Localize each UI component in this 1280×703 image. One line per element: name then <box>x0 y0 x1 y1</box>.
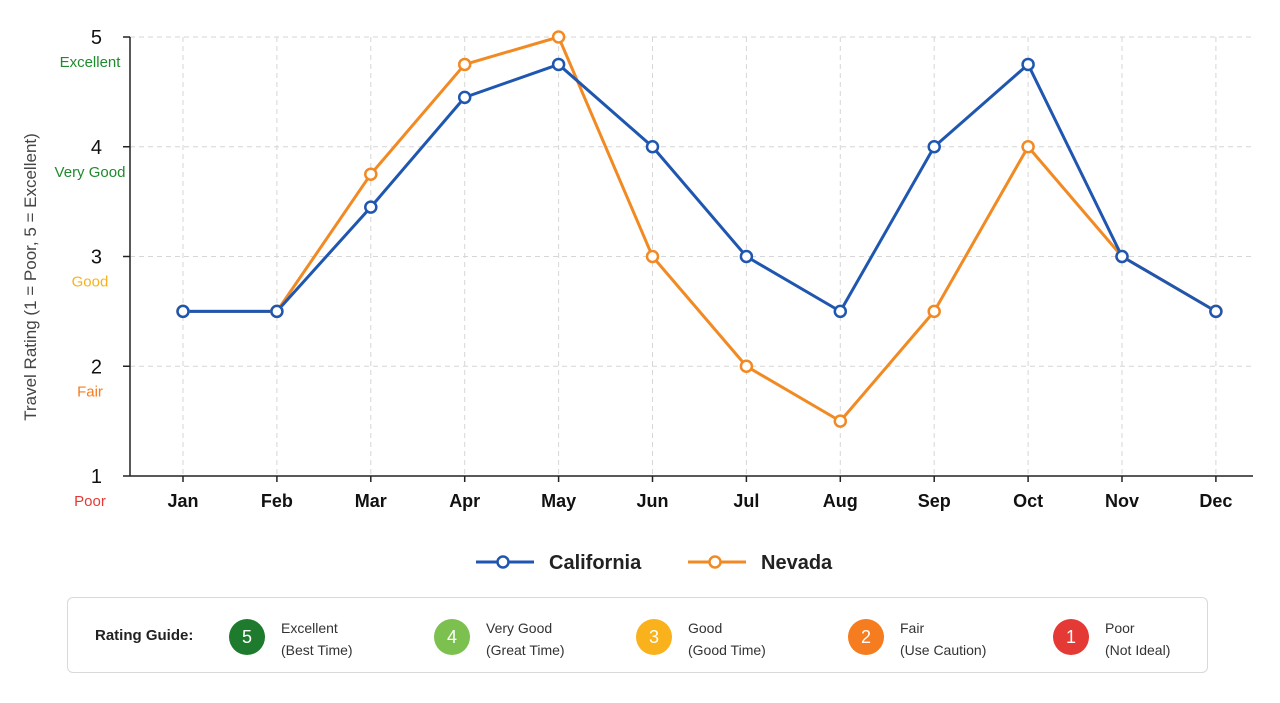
x-tick-label: Sep <box>918 491 951 511</box>
data-point-california <box>645 140 660 154</box>
y-tick-word: Excellent <box>60 54 122 71</box>
data-point-nevada <box>927 304 941 319</box>
rating-guide-title: Rating Guide: <box>95 627 194 644</box>
data-point-california <box>551 57 566 72</box>
data-point-california <box>1021 57 1035 72</box>
series-line-california <box>183 62 1217 313</box>
y-tick-label: 2 <box>91 356 102 378</box>
x-tick-label: Feb <box>261 491 293 511</box>
x-tick-label: Aug <box>823 491 858 511</box>
x-tick-label: Nov <box>1105 491 1139 511</box>
data-point-nevada <box>739 359 754 373</box>
x-tick-label: Jul <box>733 491 759 511</box>
x-tick-label: Jun <box>636 491 668 511</box>
data-point-california <box>457 90 472 105</box>
rating-3-label: Good <box>688 620 723 636</box>
data-point-california <box>270 304 284 319</box>
data-point-california <box>927 140 941 154</box>
x-tick-labels: Jan Feb Mar Apr May Jun Jul Aug Sep Oct Nov Dec <box>167 491 1232 511</box>
y-tick-label: 5 <box>91 27 102 49</box>
data-point-nevada <box>833 414 848 428</box>
y-tick-word: Very Good <box>55 164 126 181</box>
y-tick-label: 1 <box>91 466 102 488</box>
data-point-nevada <box>457 57 472 72</box>
legend-label: Nevada <box>761 552 833 574</box>
rating-1-sub: (Not Ideal) <box>1105 642 1171 658</box>
data-point-california <box>739 249 754 264</box>
data-point-nevada <box>1021 140 1035 154</box>
rating-4-sub: (Great Time) <box>486 642 565 658</box>
y-tick-label: 4 <box>91 137 102 159</box>
rating-5-badge: 5 <box>229 619 265 655</box>
y-tick-word: Poor <box>74 493 106 510</box>
legend-label: California <box>549 552 642 574</box>
legend-marker <box>708 555 722 569</box>
data-point-nevada <box>364 167 378 181</box>
legend-marker <box>496 555 510 569</box>
x-tick-label: Jan <box>167 491 198 511</box>
y-tick-label: 3 <box>91 247 102 269</box>
x-tick-label: Mar <box>355 491 387 511</box>
rating-3-badge: 3 <box>636 619 672 655</box>
rating-2-sub: (Use Caution) <box>900 642 987 658</box>
x-tick-label: Oct <box>1013 491 1043 511</box>
data-point-nevada <box>645 249 660 264</box>
data-point-california <box>1209 304 1223 319</box>
rating-3-sub: (Good Time) <box>688 642 766 658</box>
axes <box>123 36 1253 482</box>
y-axis-label: Travel Rating (1 = Poor, 5 = Excellent) <box>21 133 40 421</box>
legend: California Nevada <box>476 552 833 574</box>
series-points <box>176 30 1223 428</box>
line-chart: Travel Rating (1 = Poor, 5 = Excellent) … <box>21 27 1253 574</box>
data-point-california <box>364 200 378 214</box>
rating-4-badge: 4 <box>434 619 470 655</box>
rating-5-label: Excellent <box>281 620 338 636</box>
x-tick-label: May <box>541 491 576 511</box>
series-lines <box>183 35 1217 423</box>
y-tick-labels: 1 Poor 2 Fair 3 Good 4 Very Good 5 Excellent <box>55 27 126 510</box>
rating-guide: Rating Guide: 5 Excellent (Best Time) 4 … <box>67 597 1208 673</box>
rating-1-label: Poor <box>1105 620 1135 636</box>
rating-2-label: Fair <box>900 620 925 636</box>
grid <box>130 36 1253 476</box>
rating-4-label: Very Good <box>486 620 553 636</box>
x-tick-label: Apr <box>449 491 480 511</box>
data-point-california <box>833 304 848 319</box>
y-tick-word: Good <box>72 274 109 291</box>
series-line-nevada <box>183 35 1217 423</box>
x-tick-label: Dec <box>1199 491 1232 511</box>
data-point-california <box>176 304 190 319</box>
rating-2-badge: 2 <box>848 619 884 655</box>
rating-1-badge: 1 <box>1053 619 1089 655</box>
data-point-california <box>1115 249 1129 264</box>
rating-5-sub: (Best Time) <box>281 642 353 658</box>
data-point-nevada <box>551 30 566 44</box>
y-tick-word: Fair <box>77 383 103 400</box>
